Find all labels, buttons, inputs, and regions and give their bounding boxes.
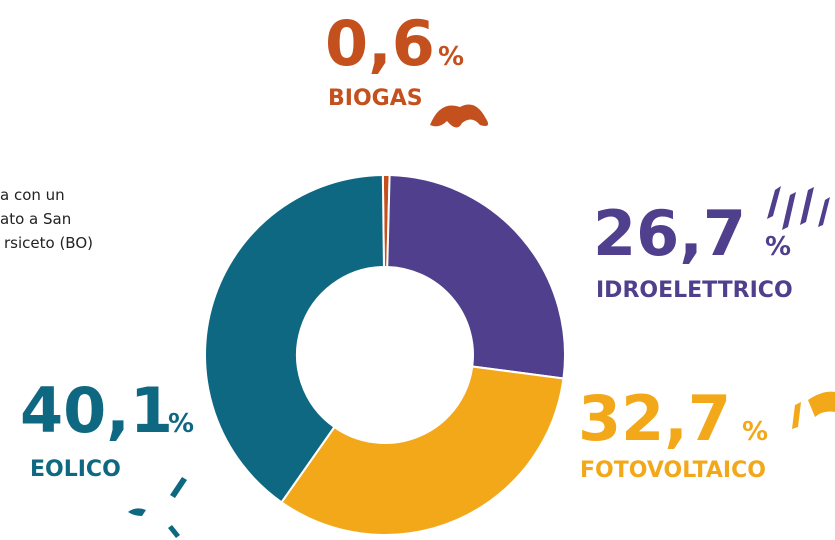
decorations bbox=[128, 104, 835, 538]
donut-segment bbox=[386, 174, 566, 380]
value-unit: % bbox=[765, 232, 791, 262]
value-label: 32,7 bbox=[578, 382, 731, 455]
category-label: IDROELETTRICO bbox=[596, 278, 793, 303]
value-unit: % bbox=[168, 409, 194, 439]
annotation-line: rsiceto (BO) bbox=[4, 234, 93, 252]
category-label: EOLICO bbox=[30, 457, 121, 482]
annotation-line: a con un bbox=[0, 186, 65, 204]
value-label: 0,6 bbox=[325, 7, 435, 80]
category-label: BIOGAS bbox=[328, 86, 423, 111]
category-label: FOTOVOLTAICO bbox=[580, 458, 766, 483]
value-label: 40,1 bbox=[20, 374, 173, 447]
value-unit: % bbox=[438, 42, 464, 72]
annotation-line: ato a San bbox=[0, 210, 71, 228]
value-label: 26,7 bbox=[593, 197, 746, 270]
donut-segment bbox=[280, 365, 565, 536]
value-unit: % bbox=[742, 417, 768, 447]
donut-segment bbox=[204, 173, 385, 504]
